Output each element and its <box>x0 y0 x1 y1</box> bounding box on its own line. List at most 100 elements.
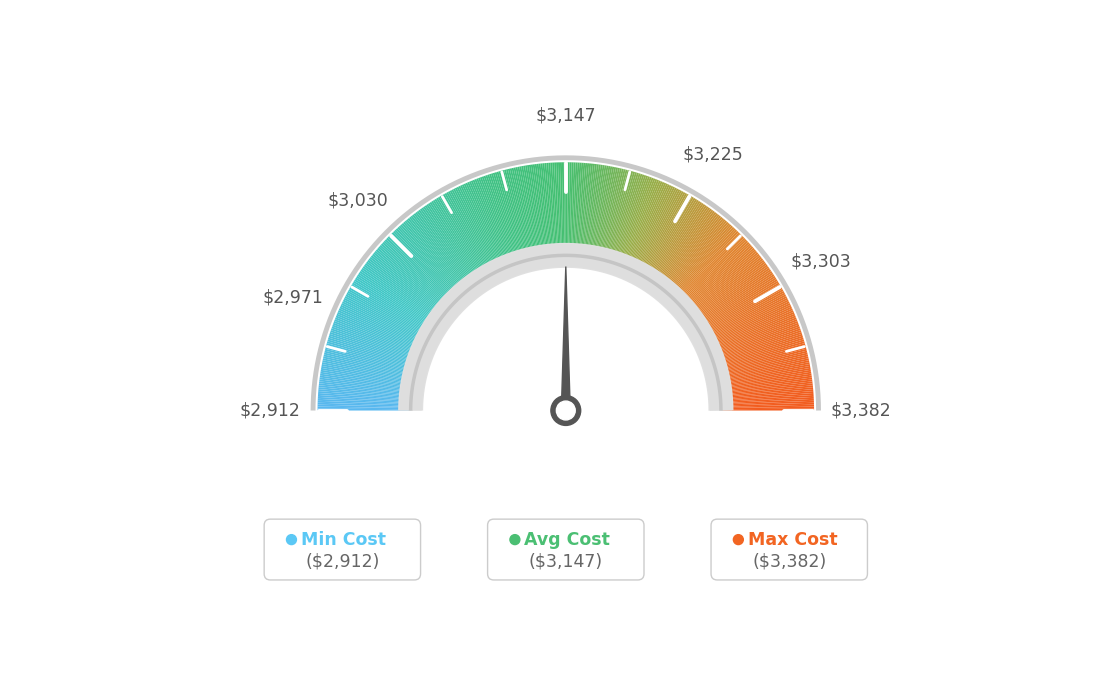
Wedge shape <box>614 175 645 264</box>
Wedge shape <box>603 170 627 262</box>
Wedge shape <box>478 177 512 266</box>
Wedge shape <box>572 162 577 257</box>
Wedge shape <box>616 176 648 265</box>
Wedge shape <box>718 373 811 389</box>
Wedge shape <box>673 233 740 301</box>
Wedge shape <box>718 372 811 388</box>
Text: ($3,382): ($3,382) <box>752 553 827 571</box>
Wedge shape <box>319 377 413 391</box>
Wedge shape <box>455 188 498 273</box>
Wedge shape <box>376 248 449 310</box>
Wedge shape <box>544 163 554 257</box>
Wedge shape <box>325 348 416 373</box>
Wedge shape <box>691 266 768 322</box>
Wedge shape <box>665 221 728 293</box>
FancyBboxPatch shape <box>264 519 421 580</box>
Wedge shape <box>701 293 785 339</box>
Wedge shape <box>516 167 535 260</box>
Wedge shape <box>364 264 442 321</box>
Wedge shape <box>700 288 783 335</box>
Wedge shape <box>531 164 545 258</box>
Wedge shape <box>664 218 724 292</box>
Circle shape <box>733 535 743 544</box>
Wedge shape <box>707 310 794 349</box>
Wedge shape <box>428 203 481 282</box>
Wedge shape <box>370 257 445 316</box>
Wedge shape <box>552 163 559 257</box>
Wedge shape <box>688 260 764 318</box>
Wedge shape <box>466 183 505 270</box>
Wedge shape <box>569 162 572 257</box>
Wedge shape <box>328 339 418 368</box>
Wedge shape <box>445 193 491 276</box>
Wedge shape <box>318 389 413 398</box>
Wedge shape <box>587 165 603 258</box>
Wedge shape <box>714 347 806 372</box>
Wedge shape <box>371 255 446 315</box>
Wedge shape <box>681 246 753 310</box>
Wedge shape <box>492 172 522 264</box>
Wedge shape <box>678 241 749 306</box>
Wedge shape <box>550 163 558 257</box>
Wedge shape <box>325 351 416 375</box>
Wedge shape <box>646 199 698 280</box>
Wedge shape <box>432 201 484 282</box>
Wedge shape <box>692 268 769 323</box>
Wedge shape <box>583 164 595 257</box>
Wedge shape <box>333 321 422 356</box>
Wedge shape <box>330 330 421 362</box>
Wedge shape <box>694 274 774 327</box>
Wedge shape <box>533 164 546 258</box>
Wedge shape <box>452 189 496 274</box>
Wedge shape <box>662 217 722 291</box>
Wedge shape <box>442 195 489 277</box>
Wedge shape <box>710 323 798 357</box>
Wedge shape <box>412 215 471 290</box>
Wedge shape <box>720 395 814 402</box>
Wedge shape <box>320 370 414 386</box>
Wedge shape <box>497 172 524 263</box>
Wedge shape <box>335 317 423 354</box>
Wedge shape <box>719 382 813 393</box>
Wedge shape <box>318 401 412 406</box>
Wedge shape <box>631 186 673 272</box>
Wedge shape <box>648 201 700 282</box>
Wedge shape <box>558 162 562 257</box>
Wedge shape <box>348 289 432 336</box>
Wedge shape <box>449 190 495 275</box>
Wedge shape <box>423 206 478 284</box>
Wedge shape <box>341 303 427 345</box>
Wedge shape <box>619 177 654 266</box>
Wedge shape <box>677 239 746 305</box>
Wedge shape <box>461 184 502 270</box>
Wedge shape <box>654 206 709 284</box>
Wedge shape <box>383 241 454 306</box>
Wedge shape <box>422 208 477 285</box>
Wedge shape <box>352 282 434 332</box>
Wedge shape <box>720 393 814 401</box>
Wedge shape <box>719 389 814 398</box>
Wedge shape <box>318 397 412 403</box>
Wedge shape <box>546 163 555 257</box>
Wedge shape <box>620 178 656 267</box>
Wedge shape <box>541 164 551 257</box>
Wedge shape <box>329 334 420 364</box>
Wedge shape <box>318 404 412 408</box>
Wedge shape <box>658 212 716 288</box>
Wedge shape <box>473 179 509 268</box>
Wedge shape <box>598 168 620 260</box>
Wedge shape <box>668 224 732 296</box>
Wedge shape <box>365 263 442 320</box>
Wedge shape <box>596 167 616 260</box>
Wedge shape <box>716 362 809 382</box>
Wedge shape <box>453 188 497 273</box>
Wedge shape <box>487 175 518 264</box>
Wedge shape <box>699 284 781 333</box>
Wedge shape <box>640 193 687 276</box>
Wedge shape <box>320 372 414 388</box>
Wedge shape <box>319 380 413 393</box>
Wedge shape <box>498 171 526 262</box>
Wedge shape <box>351 284 433 333</box>
Wedge shape <box>318 395 412 402</box>
Wedge shape <box>577 163 587 257</box>
